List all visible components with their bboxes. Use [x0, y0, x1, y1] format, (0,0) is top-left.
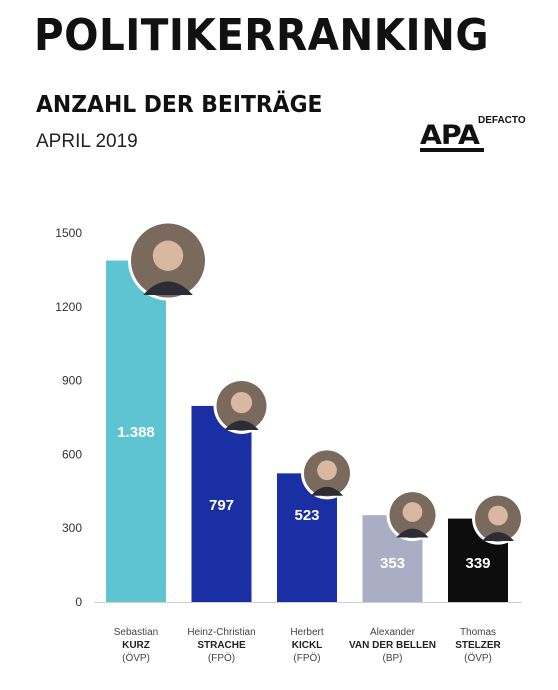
chart-title: POLITIKERRANKING	[34, 10, 490, 61]
y-tick-label: 1500	[55, 226, 82, 240]
portrait-face	[152, 240, 184, 271]
portrait-face	[230, 391, 253, 414]
portrait-shoulders	[224, 420, 259, 431]
portrait-shoulders	[310, 486, 344, 496]
chart-date: APRIL 2019	[36, 131, 138, 152]
category-last-name: STELZER	[455, 640, 501, 651]
portrait-face	[488, 505, 508, 526]
bar-value-label: 339	[465, 555, 490, 572]
category-first-name: Thomas	[460, 627, 496, 638]
y-tick-label: 1200	[55, 300, 82, 314]
category-last-name: KICKL	[292, 640, 323, 651]
portrait-face	[402, 502, 423, 522]
bar	[191, 405, 252, 602]
bar	[106, 260, 166, 602]
bar-value-label: 797	[209, 497, 234, 514]
category-first-name: Heinz-Christian	[187, 627, 255, 638]
category-last-name: VAN DER BELLEN	[349, 640, 436, 651]
category-party: (ÖVP)	[464, 652, 492, 664]
bar-value-label: 353	[380, 555, 405, 572]
portrait-shoulders	[396, 528, 429, 538]
category-last-name: KURZ	[122, 640, 150, 651]
y-tick-label: 600	[62, 447, 82, 461]
apa-logo-word: APA	[420, 120, 480, 151]
category-first-name: Alexander	[370, 627, 416, 638]
category-party: (FPÖ)	[208, 652, 235, 664]
y-tick-label: 900	[62, 374, 82, 388]
portrait-shoulders	[481, 532, 515, 541]
bar-value-label: 523	[294, 507, 319, 524]
portrait-shoulders	[143, 281, 193, 295]
category-party: (FPÖ)	[293, 652, 320, 664]
y-tick-label: 300	[62, 521, 82, 535]
category-first-name: Sebastian	[114, 627, 158, 638]
category-last-name: STRACHE	[197, 640, 246, 651]
portrait-face	[317, 460, 337, 481]
category-party: (ÖVP)	[122, 652, 150, 664]
apa-logo-bar	[420, 148, 484, 152]
category-first-name: Herbert	[290, 627, 324, 638]
y-tick-label: 0	[75, 595, 82, 609]
bar-value-label: 1.388	[117, 424, 155, 441]
category-party: (BP)	[383, 653, 403, 664]
apa-logo-sub: DEFACTO	[478, 115, 526, 126]
chart-subtitle: ANZAHL DER BEITRÄGE	[36, 92, 323, 118]
apa-logo: APA DEFACTO	[420, 108, 526, 154]
